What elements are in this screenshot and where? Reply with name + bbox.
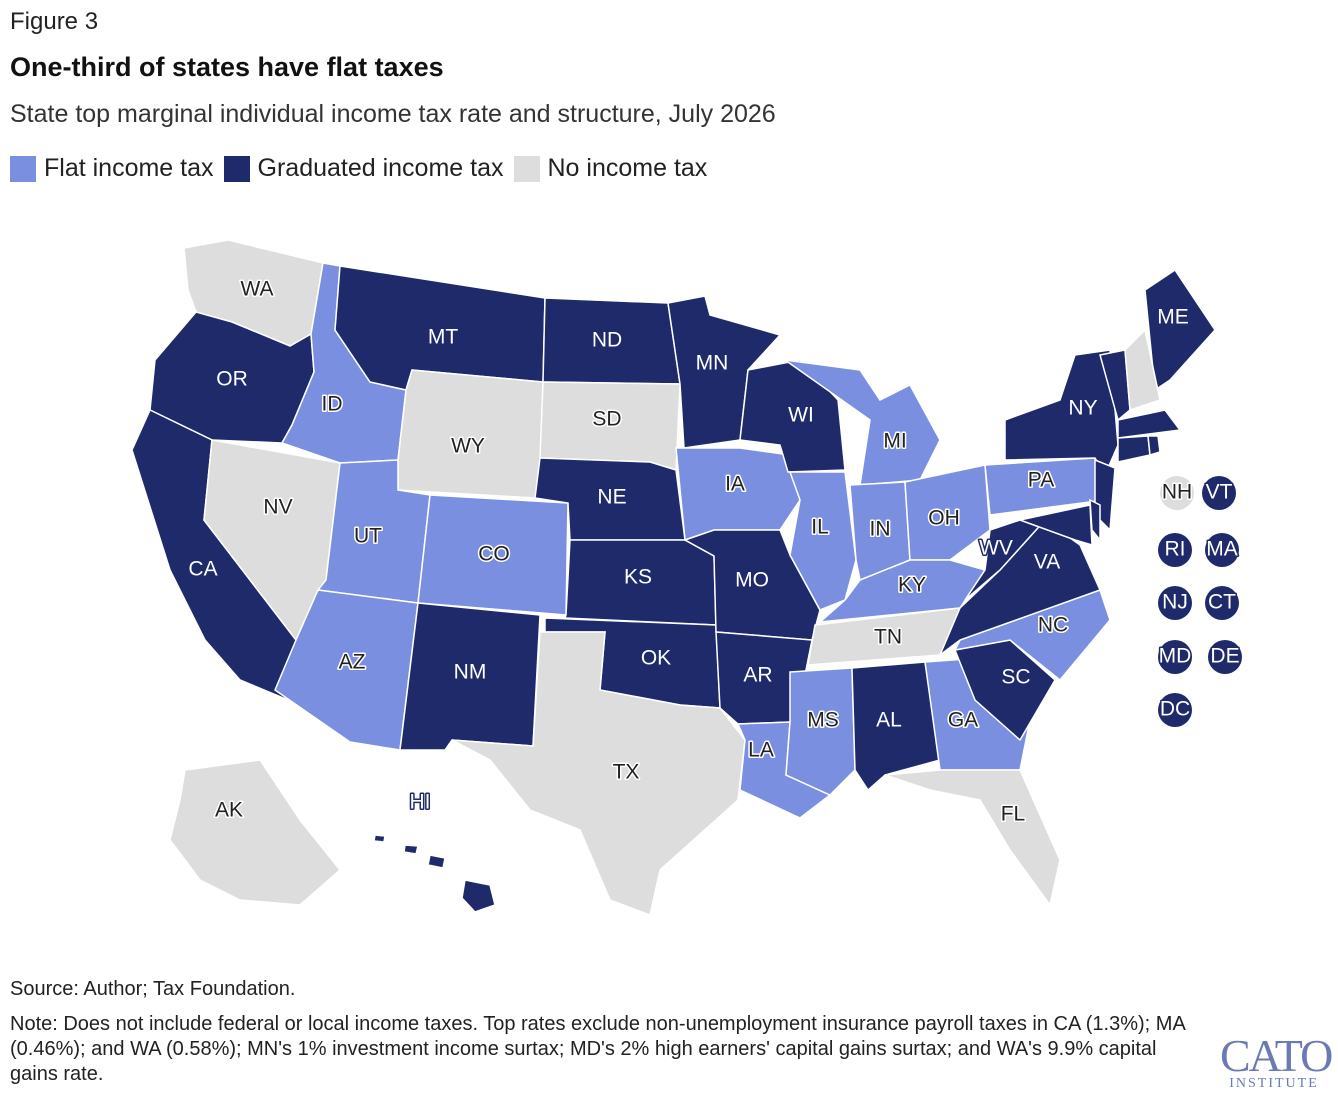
state-label-mi: MI [883,430,906,453]
bubble-ct [1205,586,1239,620]
state-label-ia: IA [725,473,745,496]
state-label-mt: MT [428,326,458,349]
state-label-nv: NV [263,496,292,519]
bubble-ri [1158,533,1192,567]
state-label-ut: UT [354,525,382,548]
state-label-tx: TX [613,761,640,784]
bubble-nj [1158,586,1192,620]
state-label-mn: MN [696,352,729,375]
bubble-de [1208,640,1242,674]
state-label-wy: WY [451,435,485,458]
state-label-al: AL [876,709,902,732]
state-label-id: ID [322,393,343,416]
state-label-me: ME [1157,306,1189,329]
state-nh [1124,328,1161,412]
state-label-or: OR [216,368,248,391]
state-label-ga: GA [948,709,978,732]
legend-swatch-none [513,155,540,182]
state-label-nh: NH [1162,481,1192,504]
legend-item-graduated: Graduated income tax [223,154,504,183]
state-label-ma: MA [1206,538,1238,561]
bubble-nh [1160,476,1194,510]
bubble-dc [1158,693,1192,727]
state-label-sc: SC [1001,666,1030,689]
state-ct [1117,435,1151,463]
state-label-pa: PA [1028,469,1054,492]
legend-swatch-graduated [223,155,250,182]
legend-item-none: No income tax [513,154,708,183]
state-label-co: CO [478,543,510,566]
state-tx [451,631,746,917]
state-label-ar: AR [743,664,772,687]
chart-title: One-third of states have flat taxes [10,52,444,82]
bubble-md [1158,640,1192,674]
state-label-ky: KY [898,574,926,597]
state-label-hi: HI [410,791,431,814]
state-label-vt: VT [1206,481,1233,504]
state-label-in: IN [870,518,891,541]
state-label-nj: NJ [1162,591,1188,614]
state-label-mo: MO [735,569,769,592]
legend: Flat income tax Graduated income tax No … [10,154,717,183]
state-label-sd: SD [592,408,621,431]
state-label-ok: OK [641,647,671,670]
state-label-il: IL [811,516,829,539]
state-label-va: VA [1034,551,1060,574]
state-ma [1117,409,1182,439]
state-label-nd: ND [592,329,622,352]
state-label-ca: CA [188,558,217,581]
state-mi [784,359,941,486]
state-label-tn: TN [874,626,902,649]
state-ny [1004,349,1119,477]
state-label-nm: NM [454,661,487,684]
legend-label-flat: Flat income tax [44,154,214,182]
state-label-nc: NC [1038,614,1068,637]
state-il [788,471,857,611]
state-label-fl: FL [1001,803,1026,826]
state-oh [904,464,991,561]
state-label-wv: WV [979,537,1013,560]
state-label-ne: NE [597,486,626,509]
chart-subtitle: State top marginal individual income tax… [10,100,776,128]
state-ky [817,559,987,623]
legend-label-graduated: Graduated income tax [257,154,504,182]
state-ri [1147,435,1161,456]
state-label-de: DE [1210,645,1239,668]
state-label-oh: OH [928,507,960,530]
state-me [1144,268,1216,392]
state-label-ak: AK [215,799,243,822]
state-ak [169,759,342,906]
legend-swatch-flat [10,155,36,182]
state-label-az: AZ [339,651,366,674]
state-fl [884,769,1061,907]
state-label-md: MD [1159,645,1192,668]
state-label-la: LA [748,739,774,762]
state-md [1017,504,1093,547]
state-label-wi: WI [788,404,814,427]
bubble-ma [1205,533,1239,567]
state-label-ct: CT [1208,591,1236,614]
state-label-wa: WA [240,278,273,301]
figure-label: Figure 3 [10,8,99,35]
legend-item-flat: Flat income tax [10,154,214,183]
note-text: Note: Does not include federal or local … [10,1013,1185,1085]
cato-logo: CATO INSTITUTE [1220,1030,1333,1092]
state-label-dc: DC [1160,698,1190,721]
source-text: Source: Author; Tax Foundation. [10,978,296,1000]
legend-label-none: No income tax [547,154,708,182]
state-label-ms: MS [807,709,839,732]
state-label-ny: NY [1068,397,1097,420]
bubble-vt [1202,476,1236,510]
state-hi [373,834,496,913]
state-label-ri: RI [1165,538,1186,561]
state-label-ks: KS [624,566,652,589]
